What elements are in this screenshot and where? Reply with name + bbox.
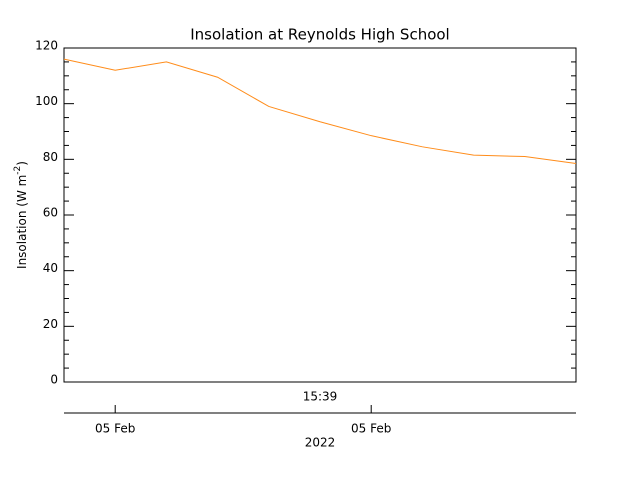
x-axis-label: 15:39: [303, 390, 338, 404]
y-label-text: Insolation (W m: [15, 175, 29, 269]
chart-title: Insolation at Reynolds High School: [190, 26, 449, 44]
y-label-sup: -2: [13, 166, 23, 175]
x-axis-label-2: 2022: [305, 436, 336, 450]
y-tick-label: 20: [43, 317, 58, 331]
y-tick-label: 80: [43, 150, 58, 164]
y-tick-label: 60: [43, 206, 58, 220]
data-line: [63, 58, 577, 165]
x-tick-label: 05 Feb: [351, 422, 391, 436]
y-tick-label: 0: [50, 373, 58, 387]
y-label-end: ): [15, 161, 29, 166]
y-tick-label: 40: [43, 261, 58, 275]
x-tick-label: 05 Feb: [95, 422, 135, 436]
y-tick-label: 120: [35, 39, 58, 53]
y-tick-label: 100: [35, 94, 58, 108]
y-axis-label: Insolation (W m-2): [13, 161, 29, 269]
